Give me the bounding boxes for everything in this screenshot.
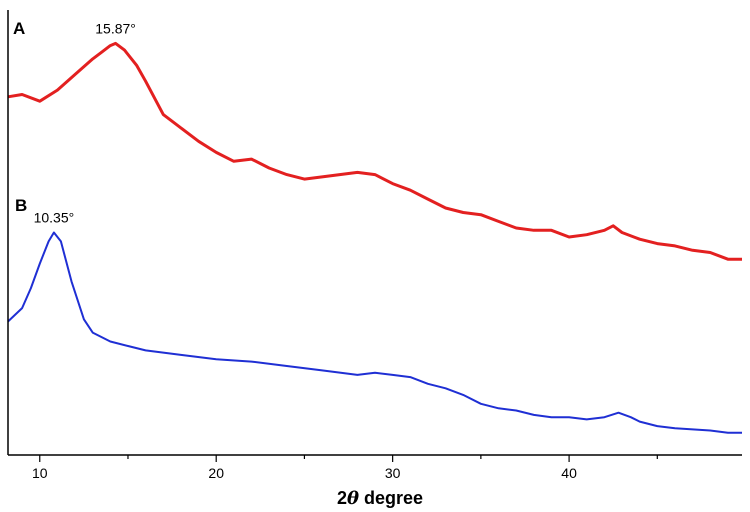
x-axis-label-suffix: degree xyxy=(359,488,423,508)
x-ticks: 10 20 30 40 xyxy=(32,455,658,481)
x-tick-label-40: 40 xyxy=(561,465,577,481)
series-a-line xyxy=(7,41,742,261)
x-tick-label-20: 20 xyxy=(208,465,224,481)
x-axis-label: 2θ degree xyxy=(337,488,423,509)
series-a-peak-label: 15.87° xyxy=(95,20,136,36)
x-axis-label-prefix: 2 xyxy=(337,488,347,508)
series-b-label: B xyxy=(15,196,27,215)
x-tick-label-30: 30 xyxy=(385,465,401,481)
series-b-peak-label: 10.35° xyxy=(34,210,75,226)
x-tick-label-10: 10 xyxy=(32,465,48,481)
plot-area: 15.87° 10.35° xyxy=(7,20,742,434)
x-axis-label-theta: θ xyxy=(347,488,359,509)
series-b-line xyxy=(7,231,742,434)
series-a-label: A xyxy=(13,19,25,38)
